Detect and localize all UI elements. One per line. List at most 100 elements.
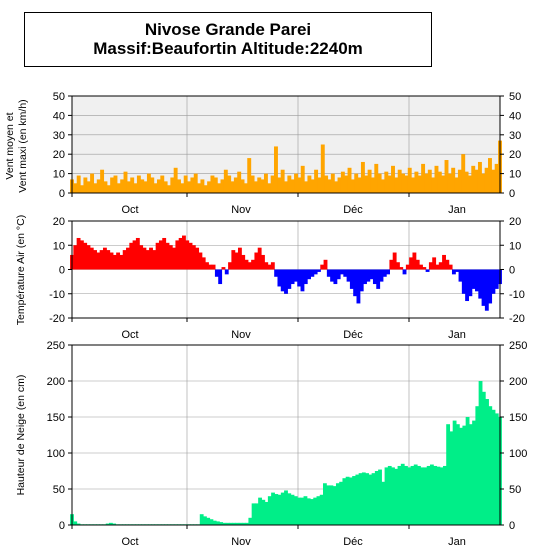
- snow-bar: [404, 465, 408, 525]
- temperature-bar: [330, 269, 335, 282]
- temperature-bar: [451, 269, 456, 275]
- snow-bar: [303, 496, 308, 525]
- wind-bar: [414, 171, 419, 193]
- y-tick-label-right: 10: [509, 169, 521, 181]
- wind-bar: [437, 171, 442, 193]
- temperature-bar: [366, 269, 371, 282]
- wind-bar: [434, 165, 439, 193]
- snow-bar: [209, 519, 214, 525]
- y-tick-label-left: 0: [59, 265, 65, 277]
- month-label: Jan: [448, 204, 466, 216]
- temperature-bar: [290, 269, 295, 285]
- snow-bar: [326, 485, 331, 525]
- wind-bar: [170, 177, 175, 193]
- temperature-bar: [448, 264, 453, 270]
- y-tick-label-left: 20: [53, 216, 65, 228]
- wind-bar: [180, 183, 185, 193]
- wind-panel: 0 0 10 10 20 20 30 30 40 40 50 50 Oct Nov Déc Jan Vent…: [4, 91, 521, 216]
- temperature-bar: [356, 269, 361, 304]
- temperature-bar: [178, 237, 183, 270]
- temperature-bar: [382, 269, 387, 277]
- wind-bar: [307, 175, 312, 193]
- temperature-bar: [461, 269, 466, 294]
- temperature-bar: [442, 254, 446, 270]
- temperature-bar: [359, 269, 364, 292]
- snow-bar: [465, 417, 470, 525]
- temperature-bar: [491, 269, 496, 294]
- temperature-bar: [168, 245, 173, 270]
- y-tick-label-left: 10: [53, 169, 65, 181]
- snow-bar: [284, 490, 288, 525]
- temperature-bar: [396, 262, 400, 270]
- temperature-bar: [191, 245, 196, 270]
- temperature-bar: [247, 262, 252, 270]
- snow-bar: [293, 496, 298, 525]
- temperature-bar: [428, 262, 433, 270]
- wind-bar: [83, 177, 88, 193]
- snow-bar: [449, 431, 454, 525]
- temperature-bar: [438, 262, 443, 270]
- y-tick-label-left: 50: [53, 484, 65, 496]
- y-tick-label-left: 40: [53, 110, 65, 122]
- temperature-bar: [320, 264, 325, 270]
- wind-bar: [146, 173, 151, 193]
- temperature-bar: [274, 269, 279, 277]
- snow-bar: [378, 469, 382, 525]
- temperature-bar: [471, 269, 476, 289]
- snow-bar: [397, 465, 402, 525]
- temperature-bar: [445, 259, 450, 270]
- station-details: Massif:Beaufortin Altitude:2240m: [93, 39, 363, 58]
- snow-bar: [455, 424, 460, 525]
- temperature-bar: [392, 252, 397, 270]
- wind-bar: [391, 165, 395, 193]
- wind-plot-frame: [71, 95, 501, 194]
- snow-bar: [251, 503, 256, 525]
- temperature-bar: [287, 269, 292, 289]
- temperature-bar: [376, 269, 381, 289]
- snow-bar: [225, 522, 230, 525]
- y-tick-label-right: 50: [509, 484, 521, 496]
- y-tick-label-left: 10: [53, 240, 65, 252]
- snow-bar: [306, 498, 311, 525]
- wind-bar: [80, 185, 84, 193]
- wind-bar: [491, 169, 496, 193]
- snow-bar: [332, 486, 337, 525]
- temperature-bar: [188, 242, 193, 270]
- temperature-bar: [251, 259, 256, 270]
- snow-y-axis-label: Hauteur de Neige (en cm): [15, 375, 27, 496]
- snow-bar: [73, 521, 78, 525]
- month-label: Oct: [121, 536, 138, 548]
- y-tick-label-left: 0: [59, 520, 65, 532]
- snow-bar: [323, 483, 327, 525]
- snow-bar: [199, 514, 204, 525]
- wind-bar: [153, 183, 158, 193]
- temperature-bar: [106, 250, 111, 270]
- snow-bar: [319, 494, 324, 525]
- wind-bar: [116, 183, 121, 193]
- temperature-bar: [303, 269, 308, 285]
- wind-bar: [213, 177, 218, 193]
- snow-bar: [413, 464, 418, 525]
- snow-bar: [394, 468, 399, 525]
- wind-bar: [227, 175, 232, 193]
- temperature-bar: [257, 247, 262, 270]
- wind-bar: [96, 179, 101, 193]
- snow-bar: [222, 522, 227, 525]
- temperature-bar: [346, 269, 351, 282]
- snow-bar: [258, 497, 262, 525]
- temperature-bar: [244, 259, 249, 270]
- snow-series: [70, 381, 502, 525]
- snow-bar: [76, 523, 81, 525]
- temperature-bar: [488, 269, 493, 304]
- temperature-bar: [455, 269, 460, 272]
- wind-bar: [100, 169, 105, 193]
- temperature-bar: [152, 250, 157, 270]
- wind-bar: [444, 160, 449, 193]
- wind-bar: [150, 177, 155, 193]
- temperature-bar: [165, 242, 170, 270]
- temperature-bar: [228, 262, 232, 270]
- snow-panel: 0 0 50 50 100 100 150 150 200 200 250 250 Oct Nov Déc…: [15, 340, 527, 548]
- wind-bar: [263, 173, 268, 193]
- snow-bar: [387, 465, 392, 525]
- wind-bar: [454, 177, 459, 193]
